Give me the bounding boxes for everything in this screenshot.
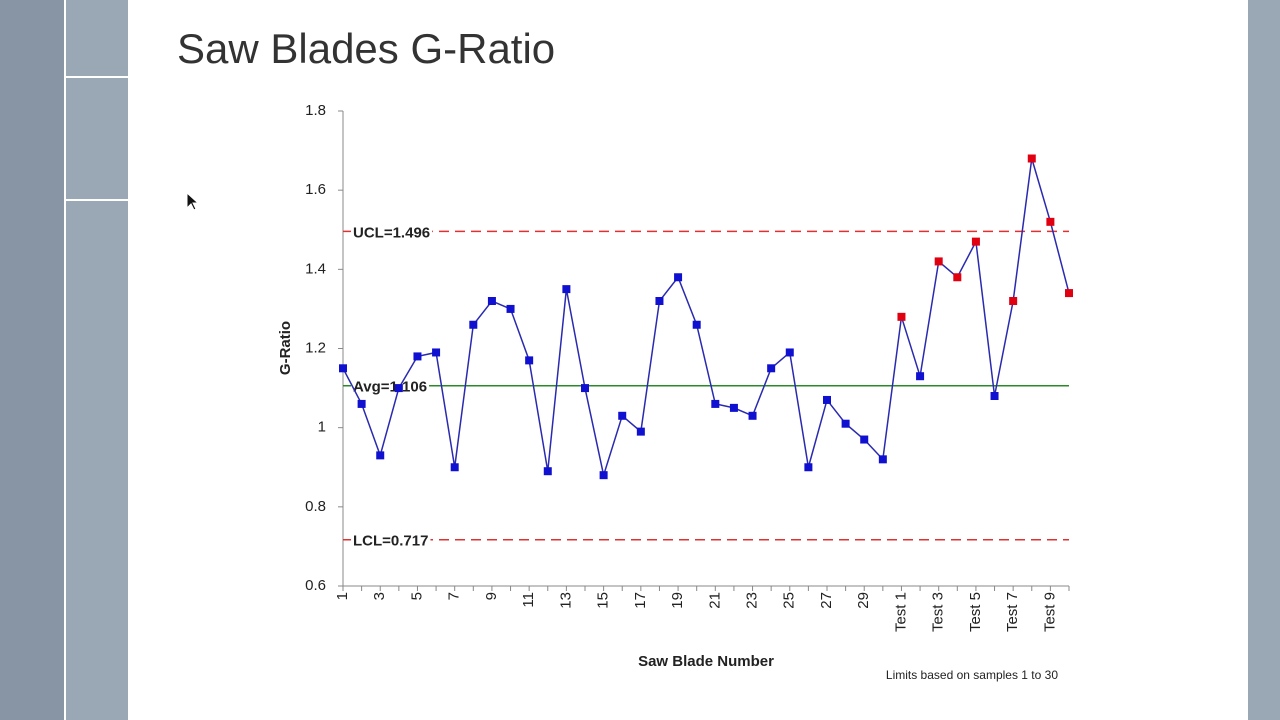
- y-tick-label: 0.6: [305, 577, 326, 594]
- x-tick-label: 3: [371, 592, 388, 600]
- y-tick-label: 1: [318, 419, 326, 436]
- marker: [581, 384, 589, 393]
- y-tick-label: 1.6: [305, 181, 326, 198]
- marker: [1046, 217, 1055, 226]
- marker: [394, 384, 403, 393]
- marker: [339, 364, 347, 373]
- x-tick-label: 21: [706, 592, 723, 609]
- x-tick-label: Test 3: [930, 592, 947, 632]
- x-tick-label: 29: [855, 592, 872, 609]
- ref-label-bg: [351, 378, 430, 396]
- marker: [1027, 154, 1036, 163]
- x-tick-label: Test 9: [1041, 592, 1058, 632]
- x-axis-label: Saw Blade Number: [638, 653, 774, 670]
- marker: [562, 285, 571, 294]
- marker: [469, 320, 478, 329]
- marker: [599, 471, 608, 480]
- marker: [357, 399, 366, 408]
- x-tick-label: 17: [632, 592, 649, 609]
- y-tick-label: 0.8: [305, 498, 326, 515]
- marker: [506, 304, 515, 313]
- marker: [953, 273, 962, 282]
- marker: [841, 419, 850, 428]
- x-tick-label: 7: [446, 592, 463, 600]
- marker: [971, 237, 980, 246]
- marker: [748, 411, 757, 420]
- marker: [450, 463, 459, 472]
- marker: [413, 352, 422, 361]
- ref-label-bg: [351, 224, 433, 242]
- marker: [878, 455, 887, 464]
- series-line: [342, 158, 1070, 479]
- marker: [860, 435, 869, 444]
- x-tick-label: 11: [520, 592, 537, 608]
- marker: [1065, 289, 1073, 298]
- x-tick-label: 13: [557, 592, 574, 609]
- marker: [785, 348, 794, 357]
- marker: [934, 257, 943, 266]
- x-tick-label: 9: [483, 592, 500, 600]
- ref-label: UCL=1.496: [353, 224, 430, 241]
- x-tick-label: Test 5: [967, 592, 984, 632]
- cursor: [186, 191, 200, 211]
- x-tick-label: 25: [781, 592, 798, 609]
- marker: [729, 403, 738, 412]
- marker: [1009, 297, 1018, 305]
- marker: [525, 356, 534, 365]
- marker: [711, 399, 720, 408]
- slide: [128, 0, 1248, 720]
- ref-label: Avg=1.106: [353, 379, 427, 396]
- x-tick-label: 19: [669, 592, 686, 609]
- marker: [432, 348, 441, 357]
- marker: [618, 411, 627, 420]
- x-tick-label: 1: [334, 592, 351, 600]
- ref-label-bg: [351, 532, 431, 550]
- marker: [804, 463, 813, 472]
- x-tick-label: 23: [744, 592, 761, 609]
- y-tick-label: 1.4: [305, 260, 326, 277]
- marker: [692, 320, 701, 329]
- marker: [636, 427, 645, 436]
- x-tick-label: Test 1: [892, 592, 909, 632]
- x-tick-label: 15: [595, 592, 612, 609]
- y-tick-label: 1.8: [305, 102, 326, 119]
- marker: [674, 273, 683, 282]
- y-tick-label: 1.2: [305, 339, 326, 356]
- marker: [897, 312, 906, 321]
- thumbnail-strip: [65, 0, 128, 720]
- x-tick-label: 27: [818, 592, 835, 609]
- marker: [990, 392, 999, 400]
- marker: [655, 297, 664, 305]
- ref-label: LCL=0.717: [353, 533, 428, 550]
- marker: [376, 451, 385, 460]
- marker: [916, 372, 925, 381]
- right-strip: [1248, 0, 1280, 720]
- marker: [543, 467, 552, 476]
- x-tick-label: Test 7: [1004, 592, 1021, 632]
- y-axis-label: G-Ratio: [277, 321, 294, 375]
- marker: [767, 364, 776, 373]
- x-tick-label: 5: [408, 592, 425, 600]
- slide-title: Saw Blades G-Ratio: [177, 25, 555, 72]
- note: Limits based on samples 1 to 30: [886, 668, 1058, 682]
- marker: [487, 297, 496, 305]
- sidebar: [0, 0, 65, 720]
- marker: [823, 395, 831, 404]
